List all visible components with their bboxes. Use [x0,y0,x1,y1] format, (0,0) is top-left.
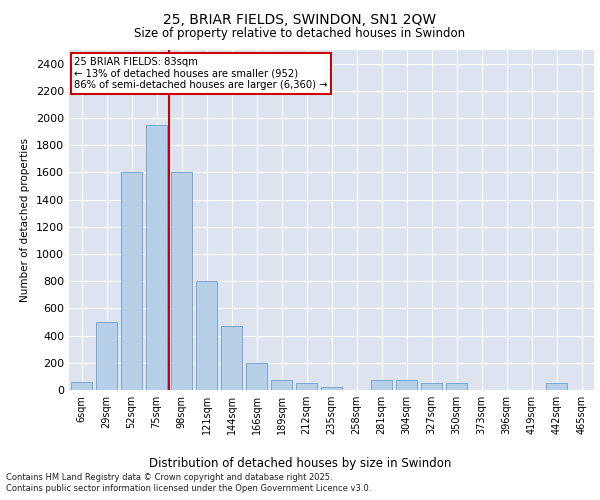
Bar [121,172,142,390]
Bar [396,380,417,390]
Bar [421,383,442,390]
Bar [371,380,392,390]
Bar [221,326,242,390]
Text: Contains public sector information licensed under the Open Government Licence v3: Contains public sector information licen… [6,484,371,493]
Bar [321,388,342,390]
Y-axis label: Number of detached properties: Number of detached properties [20,138,31,302]
Bar [171,172,192,390]
Bar [546,383,567,390]
Text: Contains HM Land Registry data © Crown copyright and database right 2025.: Contains HM Land Registry data © Crown c… [6,472,332,482]
Bar [271,380,292,390]
Text: 25 BRIAR FIELDS: 83sqm
← 13% of detached houses are smaller (952)
86% of semi-de: 25 BRIAR FIELDS: 83sqm ← 13% of detached… [74,57,328,90]
Bar [446,383,467,390]
Bar [296,383,317,390]
Bar [96,322,117,390]
Text: 25, BRIAR FIELDS, SWINDON, SN1 2QW: 25, BRIAR FIELDS, SWINDON, SN1 2QW [163,12,437,26]
Bar [246,363,267,390]
Text: Distribution of detached houses by size in Swindon: Distribution of detached houses by size … [149,458,451,470]
Bar [71,382,92,390]
Bar [196,281,217,390]
Bar [146,125,167,390]
Text: Size of property relative to detached houses in Swindon: Size of property relative to detached ho… [134,28,466,40]
